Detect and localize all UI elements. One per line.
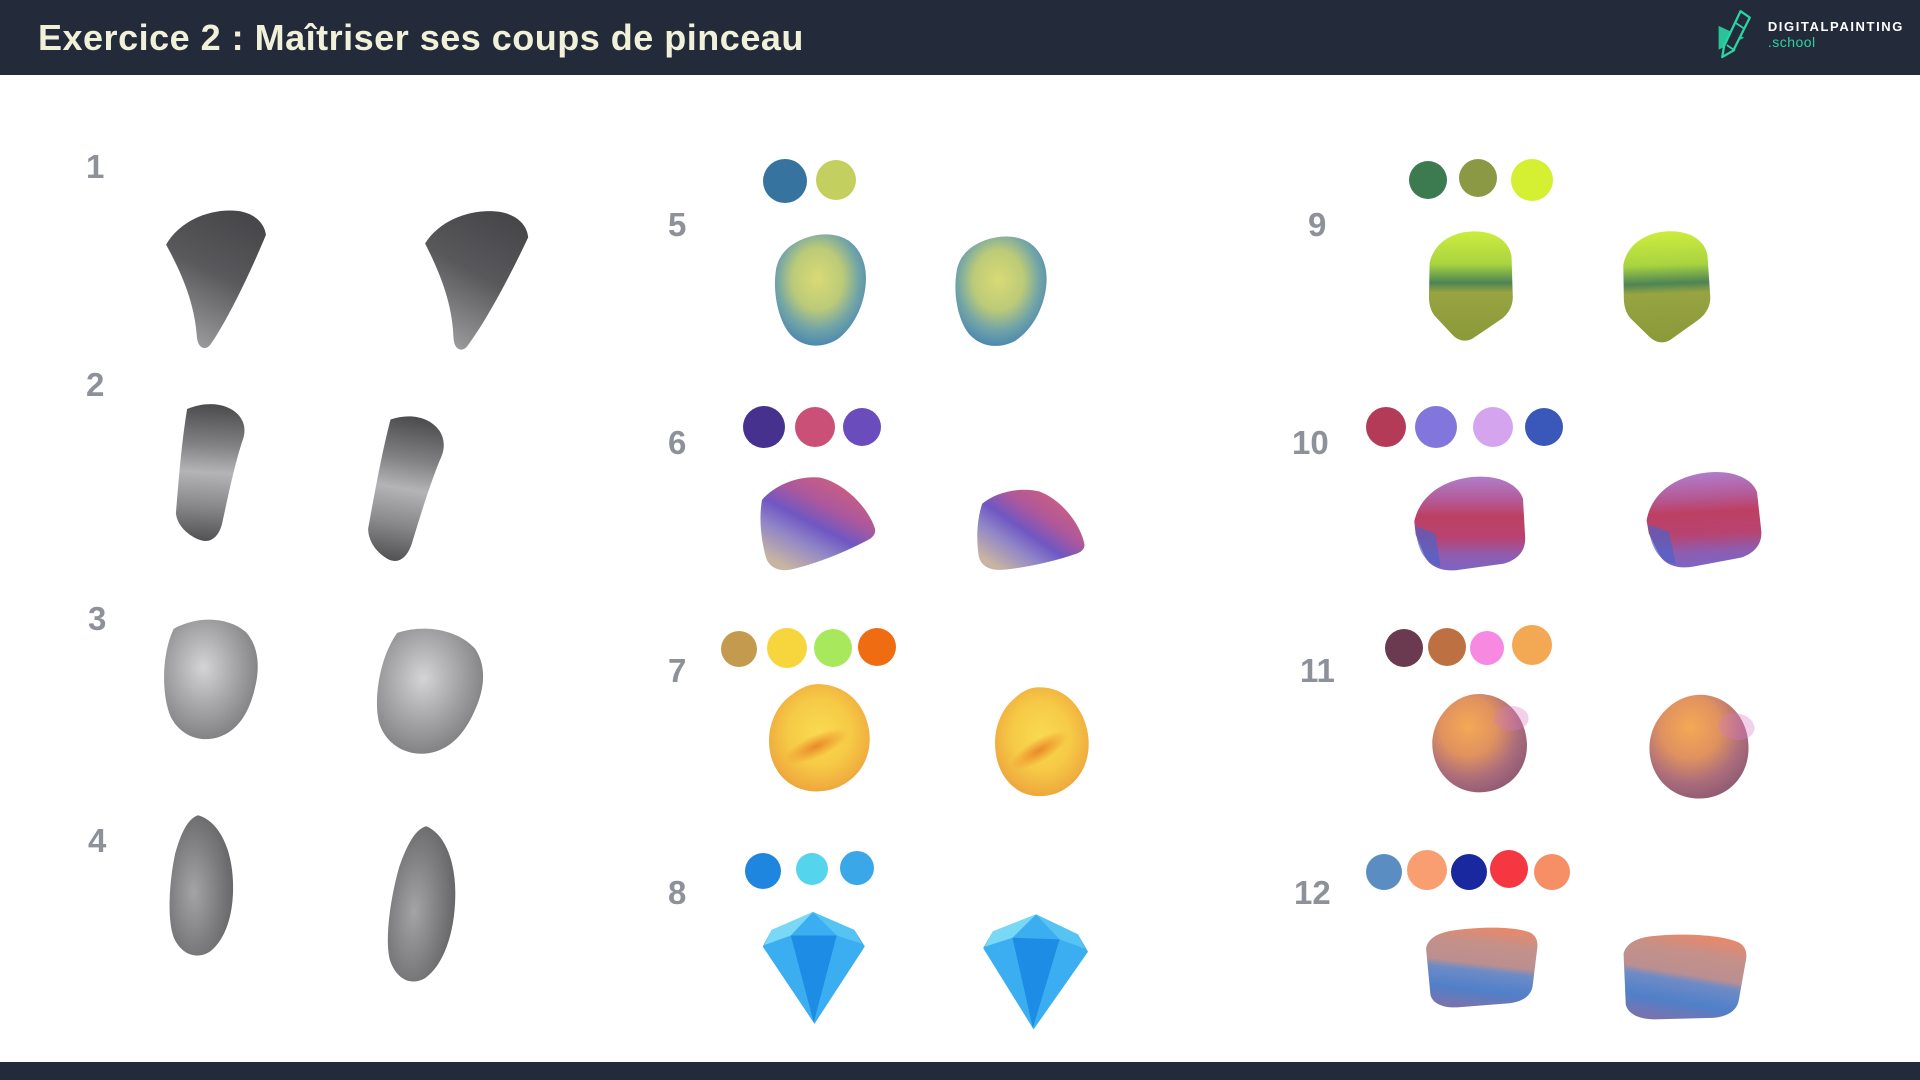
palette-dot [1407,850,1447,890]
painted-shape-right [983,914,1089,1030]
painted-shape-left [164,619,258,740]
painted-shape-left [1426,927,1538,1008]
palette-dot [796,853,828,885]
palette-dot [743,406,785,448]
painted-shape-left [175,404,245,541]
painted-shape-left [1414,476,1526,571]
painted-shape-right [995,687,1089,797]
palette-dot [1490,850,1528,888]
palette-dot [1428,628,1466,666]
palette-dot [843,408,881,446]
brand-domain: .school [1767,34,1816,51]
exercise-number: 5 [668,206,687,243]
palette-dot [763,159,807,203]
palette-dot [1409,161,1447,199]
painted-shape-right [1623,231,1711,343]
exercise-number: 3 [88,600,107,637]
header-bar: Exercice 2 : Maîtriser ses coups de pinc… [0,0,1920,75]
palette-dot [1473,407,1513,447]
pencil-play-icon [1718,10,1751,59]
painted-shape-left [769,684,870,792]
palette-dot [814,629,852,667]
exercise-number: 1 [86,148,105,185]
palette-dot [858,628,896,666]
painted-shape-left [1428,231,1513,341]
painted-shape-right [955,236,1047,346]
painted-shape-right [387,826,456,982]
palette-dot [840,851,874,885]
painted-shape-left [760,477,876,571]
palette-dot [1511,159,1553,201]
palette-dot [1459,159,1497,197]
exercise-number: 10 [1292,424,1329,461]
painted-shape-left [1432,694,1529,793]
painted-shape-left [169,815,234,956]
footer-bar [0,1062,1920,1080]
exercise-number: 11 [1300,652,1335,689]
palette-dot [745,853,781,889]
palette-dot [767,628,807,668]
brand-logo: DIGITALPAINTING .school [1714,8,1904,62]
page-title: Exercice 2 : Maîtriser ses coups de pinc… [38,16,804,58]
palette-dot [795,407,835,447]
painted-shape-left [774,234,866,346]
exercise-number: 12 [1294,874,1331,911]
brand-logo-text: DIGITALPAINTING .school [1768,19,1904,51]
palette-dot [1470,631,1504,665]
painted-shape-left [166,210,266,349]
painted-shape-left [762,912,865,1024]
palette-dot [1366,854,1402,890]
palette-dot [721,631,757,667]
exercise-number: 7 [668,652,687,689]
painted-shape-right [977,489,1085,570]
painted-shape-right [377,628,484,754]
exercise-number: 4 [88,822,107,859]
palette-dot [1385,629,1423,667]
palette-dot [1366,407,1406,447]
exercise-number: 6 [668,424,687,461]
painted-shape-right [1623,934,1747,1020]
palette-dot [816,160,856,200]
painted-shape-right [1646,471,1762,568]
painted-shape-right [368,416,444,561]
palette-dot [1534,854,1570,890]
brand-name: DIGITALPAINTING [1767,18,1904,34]
exercise-number: 2 [86,366,105,403]
painted-shape-right [1649,694,1755,799]
palette-dot [1415,406,1457,448]
palette-dot [1525,408,1563,446]
painted-shape-right [425,211,529,350]
palette-dot [1512,625,1552,665]
palette-dot [1451,854,1487,890]
exercise-number: 8 [668,874,687,911]
exercise-number: 9 [1308,206,1327,243]
